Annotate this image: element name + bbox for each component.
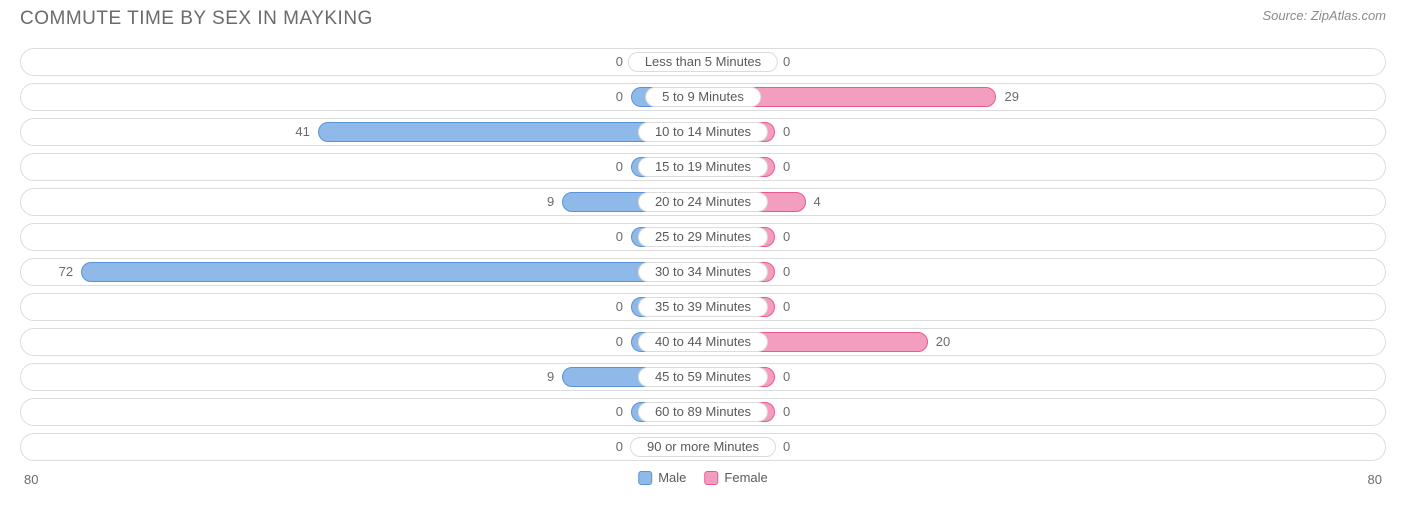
- category-pill: 10 to 14 Minutes: [638, 122, 768, 142]
- chart-area: 00Less than 5 Minutes0295 to 9 Minutes41…: [0, 34, 1406, 461]
- category-pill: 60 to 89 Minutes: [638, 402, 768, 422]
- chart-row: 72 0 30 to 34 Minutes: [20, 258, 1386, 286]
- category-pill: Less than 5 Minutes: [628, 52, 778, 72]
- category-pill: 20 to 24 Minutes: [638, 192, 768, 212]
- axis-max-left: 80: [24, 472, 38, 487]
- legend-label: Male: [658, 470, 686, 485]
- value-male: 72: [59, 259, 73, 285]
- value-female: 0: [783, 364, 790, 390]
- chart-source: Source: ZipAtlas.com: [1262, 8, 1386, 23]
- chart-row: 0 0 90 or more Minutes: [20, 433, 1386, 461]
- chart-row: 0 29 5 to 9 Minutes: [20, 83, 1386, 111]
- axis-max-right: 80: [1368, 472, 1382, 487]
- value-male: 0: [616, 84, 623, 110]
- value-male: 41: [295, 119, 309, 145]
- value-male: 0: [616, 399, 623, 425]
- legend: Male Female: [638, 470, 768, 485]
- value-male: 0: [616, 154, 623, 180]
- chart-row: 0 0 60 to 89 Minutes: [20, 398, 1386, 426]
- chart-row: 9 0 45 to 59 Minutes: [20, 363, 1386, 391]
- category-pill: 90 or more Minutes: [630, 437, 776, 457]
- value-male: 0: [616, 49, 623, 75]
- value-female: 0: [783, 154, 790, 180]
- chart-row: 9 4 20 to 24 Minutes: [20, 188, 1386, 216]
- chart-header: COMMUTE TIME BY SEX IN MAYKING Source: Z…: [0, 0, 1406, 34]
- legend-item-female: Female: [704, 470, 767, 485]
- value-male: 9: [547, 189, 554, 215]
- chart-row: 0 0Less than 5 Minutes: [20, 48, 1386, 76]
- chart-row: 0 0 15 to 19 Minutes: [20, 153, 1386, 181]
- value-male: 0: [616, 329, 623, 355]
- value-female: 0: [783, 224, 790, 250]
- value-male: 0: [616, 224, 623, 250]
- category-pill: 5 to 9 Minutes: [645, 87, 761, 107]
- chart-footer: 80 Male Female 80: [0, 468, 1406, 498]
- category-pill: 25 to 29 Minutes: [638, 227, 768, 247]
- value-male: 0: [616, 294, 623, 320]
- value-female: 0: [783, 259, 790, 285]
- chart-row: 0 0 35 to 39 Minutes: [20, 293, 1386, 321]
- chart-row: 0 0 25 to 29 Minutes: [20, 223, 1386, 251]
- category-pill: 30 to 34 Minutes: [638, 262, 768, 282]
- chart-row: 0 20 40 to 44 Minutes: [20, 328, 1386, 356]
- male-swatch-icon: [638, 471, 652, 485]
- value-female: 0: [783, 434, 790, 460]
- category-pill: 45 to 59 Minutes: [638, 367, 768, 387]
- category-pill: 15 to 19 Minutes: [638, 157, 768, 177]
- legend-item-male: Male: [638, 470, 686, 485]
- bar-male: [81, 262, 703, 282]
- category-pill: 40 to 44 Minutes: [638, 332, 768, 352]
- value-female: 4: [814, 189, 821, 215]
- value-female: 0: [783, 119, 790, 145]
- chart-title: COMMUTE TIME BY SEX IN MAYKING: [20, 8, 373, 30]
- value-female: 20: [936, 329, 950, 355]
- female-swatch-icon: [704, 471, 718, 485]
- value-male: 0: [616, 434, 623, 460]
- legend-label: Female: [724, 470, 767, 485]
- category-pill: 35 to 39 Minutes: [638, 297, 768, 317]
- value-female: 0: [783, 294, 790, 320]
- value-female: 29: [1004, 84, 1018, 110]
- value-female: 0: [783, 49, 790, 75]
- chart-row: 41 0 10 to 14 Minutes: [20, 118, 1386, 146]
- value-female: 0: [783, 399, 790, 425]
- value-male: 9: [547, 364, 554, 390]
